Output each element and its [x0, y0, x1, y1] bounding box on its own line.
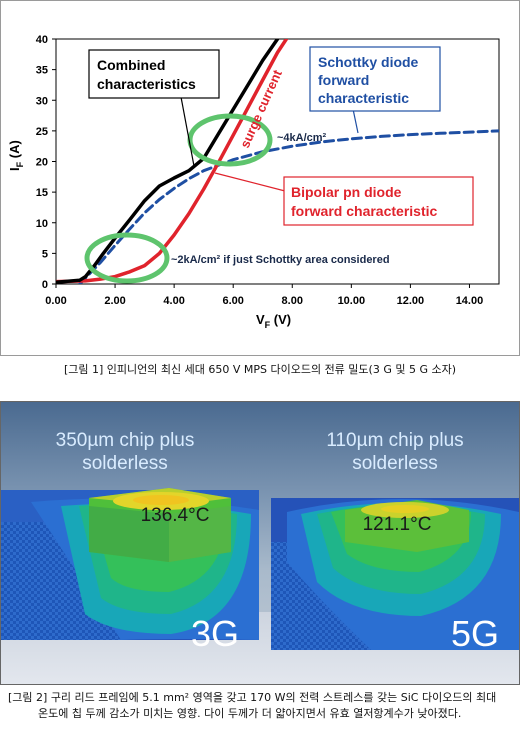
- y-tick-group: 0 5 10 15 20 25 30 35 40: [36, 34, 56, 291]
- y-tick-label: 10: [36, 218, 48, 230]
- combined-label-line1: Combined: [97, 57, 165, 73]
- density-2k-label: ~2kA/cm² if just Schottky area considere…: [171, 254, 390, 266]
- schottky-label-line1: Schottky diode: [318, 54, 419, 70]
- schottky-pointer-line: [352, 108, 359, 134]
- y-tick-label: 5: [42, 248, 48, 260]
- left-thermal-block: [1, 488, 259, 640]
- combined-pointer-line: [180, 96, 195, 167]
- x-tick-label: 14.00: [456, 295, 484, 307]
- bipolar-label-line2: forward characteristic: [291, 203, 437, 219]
- figure-1-caption: [그림 1] 인피니언의 최신 세대 650 V MPS 다이오드의 전류 밀도…: [63, 363, 457, 376]
- x-tick-label: 12.00: [397, 295, 425, 307]
- y-tick-label: 25: [36, 126, 48, 138]
- y-tick-label: 0: [42, 279, 48, 291]
- left-max-temperature: 136.4°C: [141, 505, 210, 526]
- x-tick-group: 0.00 2.00 4.00 6.00 8.00 10.00 12.00 14.00: [45, 284, 483, 307]
- x-tick-label: 10.00: [338, 295, 366, 307]
- combined-label-box: [88, 49, 220, 99]
- forward-characteristic-chart: 0 5 10 15 20 25 30 35 40 0.00 2.00 4.00 6.00 8.00 10.…: [7, 34, 500, 330]
- left-title-line1: 350µm chip plus: [56, 430, 195, 451]
- thermal-simulation-image: 350µm chip plus solderless 110µm chip pl…: [1, 402, 519, 684]
- left-title-line2: solderless: [82, 453, 168, 474]
- right-max-temperature: 121.1°C: [363, 514, 432, 535]
- schottky-label-line3: characteristic: [318, 90, 409, 106]
- left-generation-label: 3G: [191, 613, 239, 654]
- combined-label-line2: characteristics: [97, 76, 196, 92]
- highlight-ellipse-2k: [84, 232, 170, 284]
- x-tick-label: 8.00: [282, 295, 303, 307]
- y-axis-label: IF (A): [7, 140, 25, 171]
- schottky-label-line2: forward: [318, 72, 369, 88]
- y-tick-label: 35: [36, 65, 48, 77]
- highlight-ellipse-4k: [187, 113, 273, 167]
- x-axis-label: VF (V): [256, 312, 291, 330]
- right-generation-label: 5G: [451, 613, 499, 654]
- figure-2-thermal-panel: 350µm chip plus solderless 110µm chip pl…: [0, 401, 520, 685]
- right-title-line1: 110µm chip plus: [326, 430, 463, 451]
- figure-2-caption-line2: 온도에 칩 두께 감소가 미치는 영향. 다이 두께가 더 얇아지면서 유효 열…: [38, 707, 462, 720]
- bipolar-label-box: [283, 176, 474, 226]
- y-tick-label: 20: [36, 157, 48, 169]
- figure-1-chart-panel: 0 5 10 15 20 25 30 35 40 0.00 2.00 4.00 6.00 8.00 10.…: [0, 0, 520, 356]
- bipolar-pointer-line: [214, 172, 286, 192]
- x-tick-label: 4.00: [163, 295, 184, 307]
- x-tick-label: 0.00: [45, 295, 66, 307]
- x-tick-label: 2.00: [104, 295, 125, 307]
- figure-2-caption-line1: [그림 2] 구리 리드 프레임에 5.1 mm² 영역을 갖고 170 W의 …: [8, 691, 497, 704]
- right-thermal-block: [271, 498, 519, 650]
- right-title-line2: solderless: [352, 453, 438, 474]
- bipolar-label-line1: Bipolar pn diode: [291, 184, 402, 200]
- y-tick-label: 30: [36, 95, 48, 107]
- figure-2-caption: [그림 2] 구리 리드 프레임에 5.1 mm² 영역을 갖고 170 W의 …: [0, 690, 520, 722]
- y-tick-label: 15: [36, 187, 48, 199]
- x-tick-label: 6.00: [222, 295, 243, 307]
- density-4k-label: ~4kA/cm²: [277, 132, 327, 144]
- schottky-label-box: [309, 46, 441, 112]
- y-tick-label: 40: [36, 34, 48, 46]
